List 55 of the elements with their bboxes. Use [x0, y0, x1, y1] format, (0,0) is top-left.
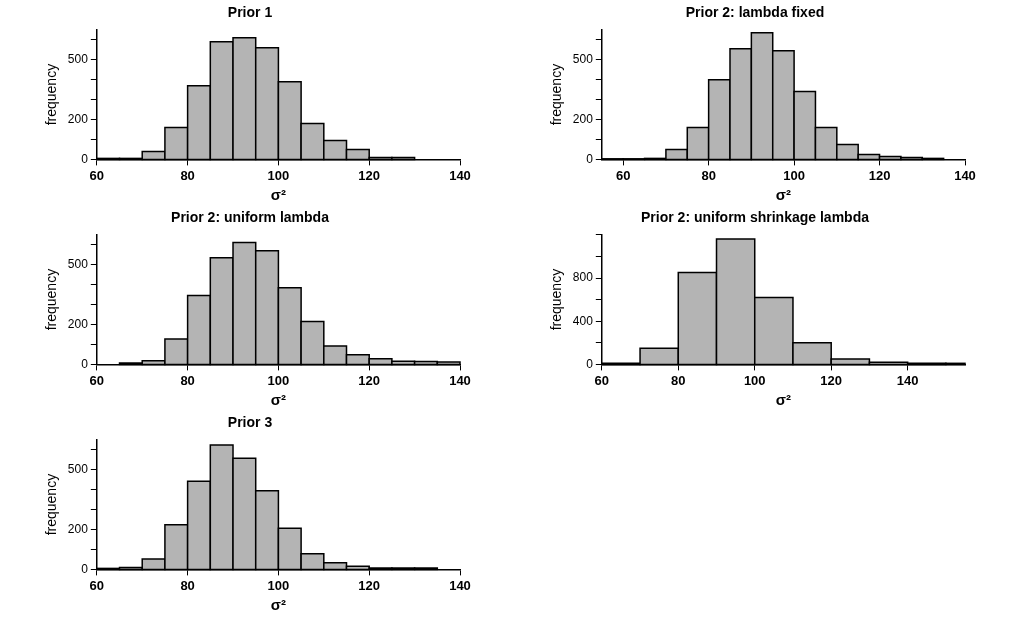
- chart-title: Prior 2: uniform shrinkage lambda: [641, 209, 870, 226]
- x-tick-label: 80: [180, 372, 195, 388]
- y-axis-title: frequency: [43, 63, 60, 126]
- x-tick-label: 120: [358, 167, 381, 183]
- x-tick-label: 140: [896, 372, 919, 388]
- y-tick-label: 200: [67, 521, 89, 536]
- x-tick-label: 100: [267, 577, 290, 593]
- x-tick-label: 80: [180, 167, 195, 183]
- y-tick-label: 0: [81, 561, 89, 576]
- x-tick-label: 60: [89, 372, 105, 388]
- x-tick-label: 60: [89, 167, 105, 183]
- x-tick-label: 140: [954, 167, 976, 183]
- y-tick-label: 0: [81, 151, 89, 166]
- y-axis-title: frequency: [548, 268, 565, 331]
- y-axis-title: frequency: [43, 268, 60, 331]
- x-tick-label: 80: [671, 372, 686, 388]
- y-axis-title: frequency: [548, 63, 565, 126]
- x-tick-label: 100: [267, 167, 290, 183]
- chart-title: Prior 2: uniform lambda: [171, 209, 330, 226]
- x-axis-title: σ²: [775, 186, 792, 204]
- x-tick-label: 120: [868, 167, 891, 183]
- x-tick-label: 140: [449, 372, 471, 388]
- x-axis-title: σ²: [270, 186, 287, 204]
- x-tick-label: 100: [743, 372, 766, 388]
- y-tick-label: 200: [67, 316, 89, 331]
- y-tick-label: 500: [572, 52, 594, 67]
- chart-title: Prior 3: [227, 414, 273, 431]
- y-tick-label: 200: [572, 111, 594, 126]
- x-tick-label: 100: [783, 167, 805, 183]
- x-tick-label: 140: [449, 577, 471, 593]
- y-tick-label: 0: [586, 356, 594, 371]
- x-axis-title: σ²: [270, 596, 287, 614]
- y-tick-label: 500: [67, 257, 89, 272]
- y-tick-label: 400: [572, 313, 594, 328]
- x-axis-title: σ²: [270, 391, 287, 409]
- x-tick-label: 60: [89, 577, 105, 593]
- y-tick-label: 200: [67, 111, 89, 126]
- x-tick-label: 120: [358, 577, 381, 593]
- x-tick-label: 60: [594, 372, 610, 388]
- x-axis-title: σ²: [775, 391, 792, 409]
- x-tick-label: 100: [267, 372, 290, 388]
- x-tick-label: 120: [820, 372, 843, 388]
- x-tick-label: 140: [449, 167, 471, 183]
- y-tick-label: 0: [81, 356, 89, 371]
- chart-title: Prior 2: lambda fixed: [685, 4, 825, 21]
- y-axis-title: frequency: [43, 473, 60, 536]
- y-tick-label: 500: [67, 52, 89, 67]
- y-tick-label: 0: [586, 151, 594, 166]
- chart-title: Prior 1: [227, 4, 273, 21]
- y-tick-label: 800: [572, 270, 594, 285]
- x-tick-label: 60: [615, 167, 631, 183]
- x-tick-label: 80: [180, 577, 195, 593]
- x-tick-label: 80: [701, 167, 716, 183]
- y-tick-label: 500: [67, 462, 89, 477]
- x-tick-label: 120: [358, 372, 381, 388]
